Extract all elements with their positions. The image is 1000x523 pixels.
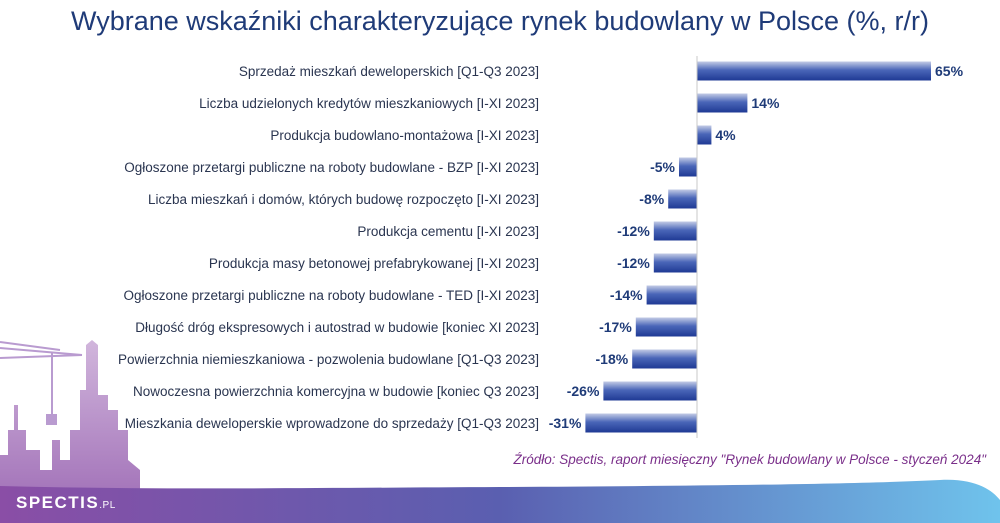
- category-label: Liczba udzielonych kredytów mieszkaniowy…: [199, 96, 539, 111]
- data-label: -18%: [596, 351, 629, 367]
- category-label: Liczba mieszkań i domów, których budowę …: [148, 192, 539, 207]
- bar: [632, 349, 697, 369]
- category-label: Ogłoszone przetargi publiczne na roboty …: [124, 160, 539, 175]
- category-label: Ogłoszone przetargi publiczne na roboty …: [124, 288, 540, 303]
- category-label: Nowoczesna powierzchnia komercyjna w bud…: [133, 384, 539, 399]
- data-label: -14%: [610, 287, 643, 303]
- source-note: Źródło: Spectis, raport miesięczny "Ryne…: [513, 452, 986, 467]
- bar: [679, 157, 697, 177]
- footer-wave-band: [0, 479, 1000, 523]
- category-label: Powierzchnia niemieszkaniowa - pozwoleni…: [118, 352, 539, 367]
- category-label: Mieszkania deweloperskie wprowadzone do …: [125, 416, 539, 431]
- bar: [603, 381, 697, 401]
- data-label: -26%: [567, 383, 600, 399]
- city-skyline-icon: [0, 340, 140, 523]
- chart-title: Wybrane wskaźniki charakteryzujące rynek…: [70, 6, 930, 36]
- category-label: Długość dróg ekspresowych i autostrad w …: [135, 320, 539, 335]
- spectis-logo: SPECTIS.PL: [16, 493, 116, 512]
- bar: [697, 61, 931, 81]
- data-label: -17%: [599, 319, 632, 335]
- crane-icon: [0, 341, 83, 425]
- data-label: 65%: [935, 63, 964, 79]
- data-label: 4%: [715, 127, 736, 143]
- data-label: -12%: [617, 255, 650, 271]
- category-label: Sprzedaż mieszkań deweloperskich [Q1-Q3 …: [239, 64, 539, 79]
- category-label: Produkcja budowlano-montażowa [I-XI 2023…: [270, 128, 539, 143]
- data-label: -8%: [639, 191, 664, 207]
- data-label: -5%: [650, 159, 675, 175]
- category-label: Produkcja masy betonowej prefabrykowanej…: [209, 256, 539, 271]
- bar: [635, 317, 697, 337]
- bar: [653, 253, 697, 273]
- bar: [585, 413, 697, 433]
- category-label: Produkcja cementu [I-XI 2023]: [357, 224, 539, 239]
- bar: [653, 221, 697, 241]
- bar: [697, 125, 712, 145]
- data-label: -31%: [549, 415, 582, 431]
- data-label: 14%: [751, 95, 780, 111]
- data-label: -12%: [617, 223, 650, 239]
- bar: [646, 285, 697, 305]
- bar: [668, 189, 697, 209]
- bar: [697, 93, 748, 113]
